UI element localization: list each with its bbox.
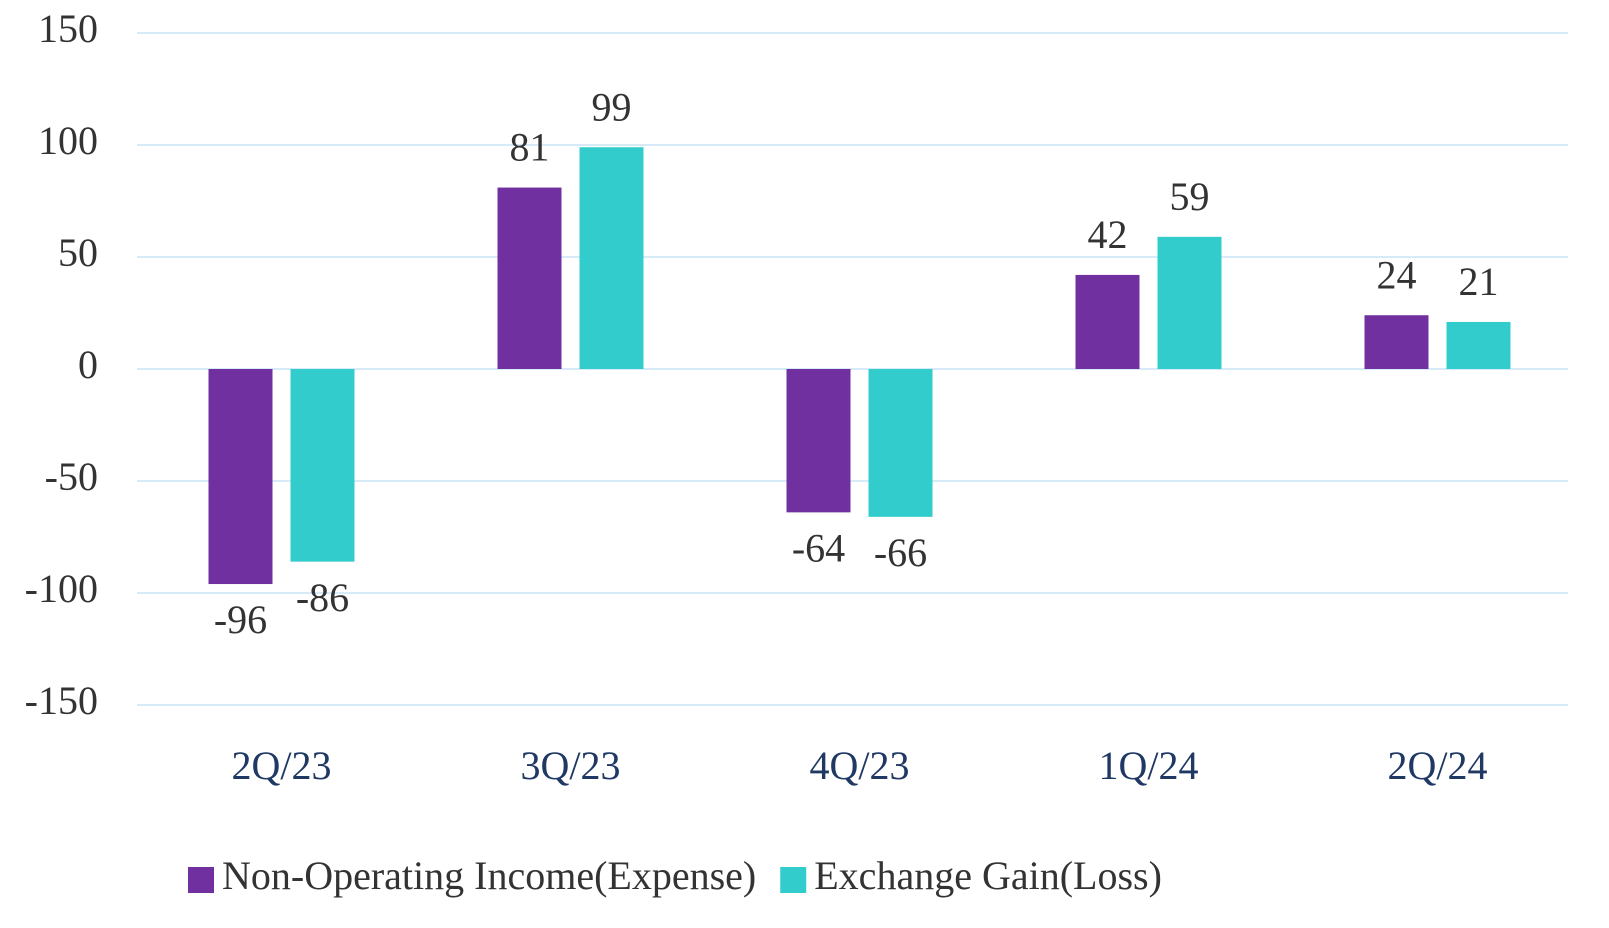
- x-tick-label: 2Q/23: [232, 743, 332, 788]
- bar: [579, 147, 644, 369]
- legend-swatch: [780, 867, 807, 893]
- bar: [1075, 274, 1140, 369]
- bar: [1364, 315, 1429, 369]
- data-label: 59: [1170, 174, 1210, 219]
- x-tick-label: 3Q/23: [521, 743, 621, 788]
- y-tick-label: 50: [58, 230, 98, 275]
- y-tick-label: -150: [25, 678, 98, 723]
- y-tick-label: 0: [78, 342, 98, 387]
- y-tick-label: -50: [45, 454, 98, 499]
- data-label: 24: [1377, 252, 1417, 297]
- y-tick-label: -100: [25, 566, 98, 611]
- data-label: 99: [592, 84, 632, 129]
- legend-swatch: [188, 867, 214, 893]
- legend-label: Exchange Gain(Loss): [814, 853, 1162, 898]
- bar: [786, 369, 851, 513]
- bar: [290, 369, 355, 562]
- x-tick-label: 2Q/24: [1388, 743, 1488, 788]
- data-label: 21: [1459, 259, 1499, 304]
- legend-label: Non-Operating Income(Expense): [222, 853, 756, 898]
- bar: [1157, 236, 1222, 369]
- data-label: 42: [1088, 212, 1128, 257]
- data-label: -96: [214, 597, 267, 642]
- bar: [497, 187, 562, 369]
- x-tick-label: 4Q/23: [810, 743, 910, 788]
- y-tick-label: 100: [38, 118, 98, 163]
- data-label: -86: [296, 575, 349, 620]
- bar: [208, 369, 273, 585]
- bar: [868, 369, 933, 517]
- bar: [1446, 321, 1511, 369]
- data-label: -66: [874, 530, 927, 575]
- data-label: 81: [510, 125, 550, 170]
- y-tick-label: 150: [38, 6, 98, 51]
- data-label: -64: [792, 526, 845, 571]
- x-tick-label: 1Q/24: [1099, 743, 1199, 788]
